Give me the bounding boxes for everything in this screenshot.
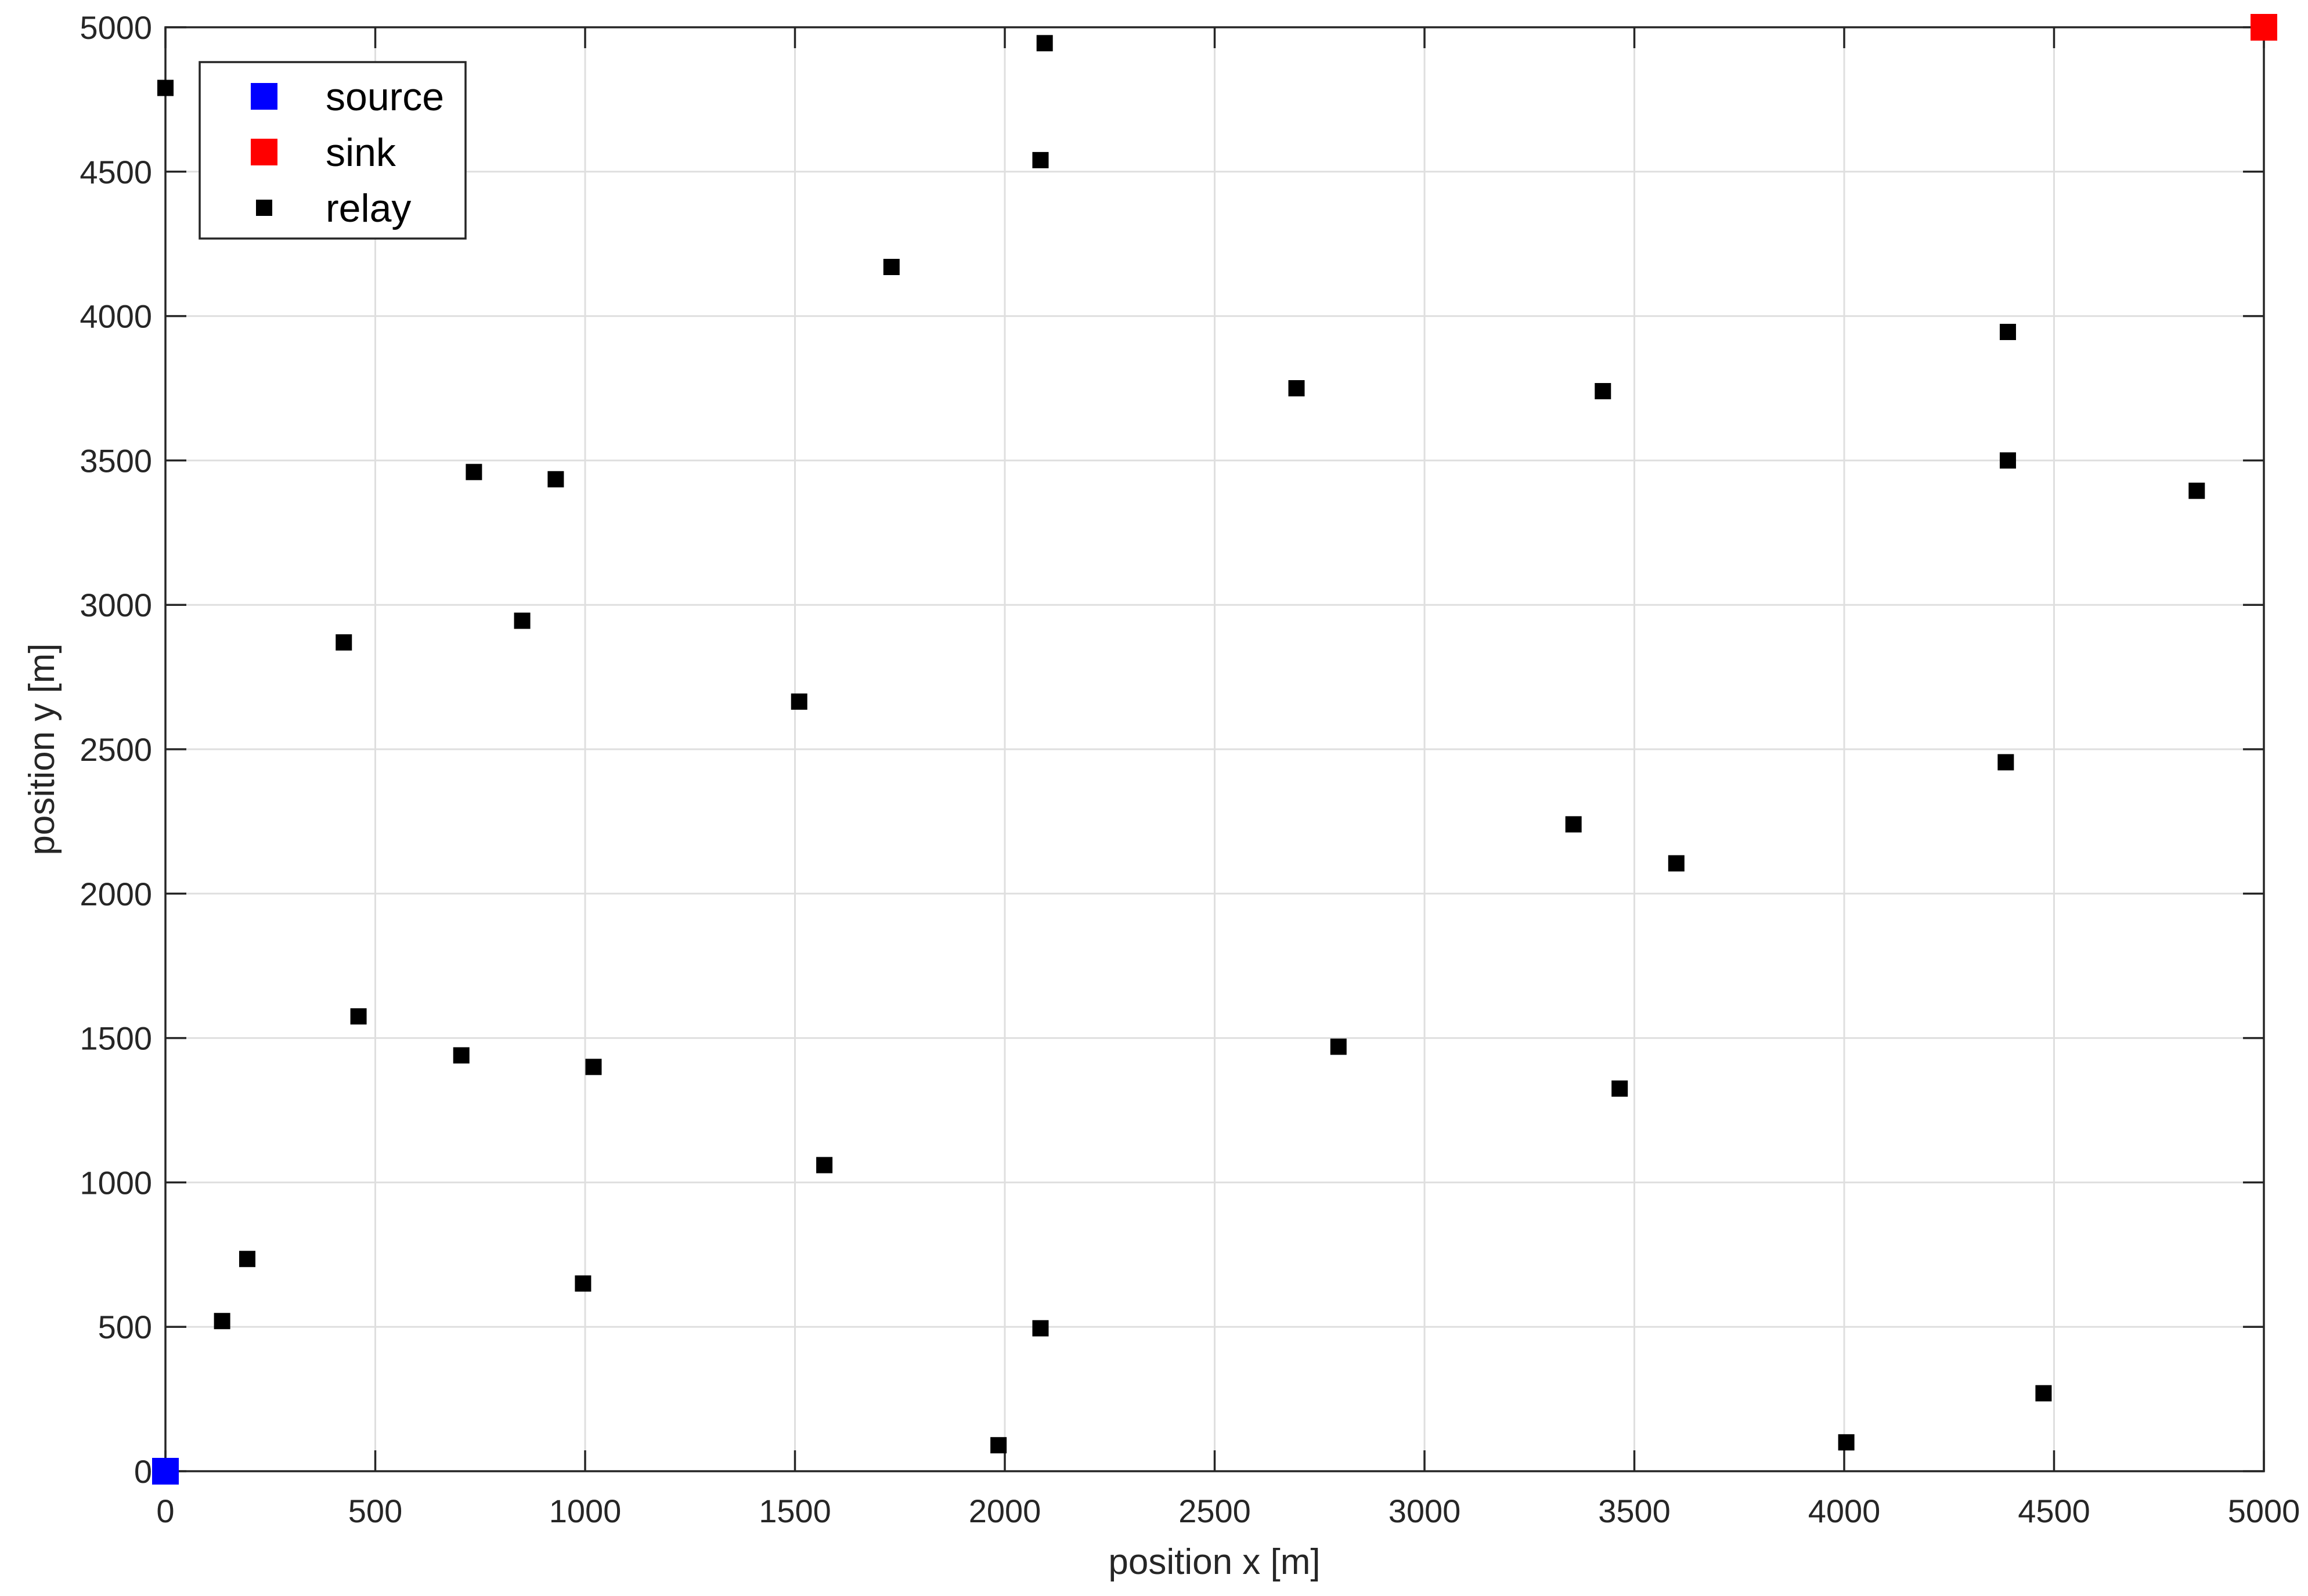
x-tick-label: 4500: [2018, 1493, 2090, 1529]
x-tick-label: 0: [156, 1493, 174, 1529]
relay-point: [1288, 380, 1305, 396]
grid-lines: [165, 27, 2264, 1471]
legend-label-sink: sink: [326, 131, 396, 175]
y-tick-label: 1000: [80, 1164, 152, 1201]
relay-point: [466, 464, 482, 481]
relay-point: [1330, 1038, 1347, 1055]
y-tick-label: 2000: [80, 876, 152, 912]
x-tick-label: 3500: [1598, 1493, 1671, 1529]
relay-point: [2188, 482, 2205, 499]
legend: source sink relay: [199, 61, 467, 240]
x-tick-label: 1500: [759, 1493, 831, 1529]
relay-point: [791, 693, 807, 710]
relay-point: [575, 1275, 592, 1292]
axes: 0 500 1000 1500 2000 2500 3000 3500 4000 4500 5000…: [80, 9, 2300, 1529]
relay-point: [239, 1251, 255, 1268]
x-tick-label: 2000: [969, 1493, 1041, 1529]
legend-box: [199, 61, 467, 240]
relay-point: [1999, 452, 2016, 469]
relay-point: [1036, 35, 1053, 52]
relay-point: [1032, 151, 1049, 168]
x-tick-label: 5000: [2228, 1493, 2300, 1529]
relay-point: [1999, 323, 2016, 340]
relay-point: [350, 1008, 367, 1025]
x-tick-label: 1000: [549, 1493, 622, 1529]
y-tick-label: 2500: [80, 731, 152, 768]
relay-point: [514, 612, 531, 629]
legend-label-source: source: [326, 75, 444, 119]
y-tick-label: 5000: [80, 9, 152, 46]
y-tick-label: 0: [134, 1453, 152, 1490]
y-tick-label: 500: [98, 1309, 152, 1345]
relay-point: [990, 1437, 1007, 1454]
relay-point: [816, 1157, 833, 1173]
source-point: [152, 1458, 179, 1485]
relay-point: [1032, 1320, 1049, 1337]
x-tick-label: 3000: [1389, 1493, 1461, 1529]
relay-point: [453, 1047, 470, 1064]
y-axis-label: position y [m]: [22, 643, 62, 855]
relay-point: [1838, 1434, 1855, 1451]
relay-point: [1565, 816, 1582, 833]
x-tick-label: 2500: [1178, 1493, 1251, 1529]
y-tick-label: 4000: [80, 298, 152, 335]
x-tick-label: 500: [348, 1493, 402, 1529]
relay-point: [336, 634, 352, 651]
y-tick-label: 1500: [80, 1020, 152, 1057]
y-tick-label: 3500: [80, 442, 152, 479]
relay-point: [2035, 1385, 2052, 1402]
relay-point: [547, 471, 564, 488]
data-points: [152, 14, 2277, 1485]
y-tick-label: 4500: [80, 154, 152, 190]
relay-point: [214, 1313, 230, 1330]
sink-point: [2251, 14, 2277, 41]
relay-point: [585, 1059, 602, 1075]
relay-point: [1997, 754, 2014, 771]
relay-point: [1611, 1080, 1628, 1097]
y-tick-label: 3000: [80, 587, 152, 623]
x-tick-label: 4000: [1808, 1493, 1881, 1529]
relay-point: [157, 80, 174, 96]
relay-point: [1595, 382, 1611, 399]
legend-marker-relay: [256, 200, 272, 216]
relay-point: [1668, 855, 1685, 872]
legend-label-relay: relay: [326, 186, 411, 230]
legend-marker-source: [251, 83, 277, 110]
relay-point: [883, 259, 900, 276]
legend-marker-sink: [251, 139, 277, 165]
x-axis-label: position x [m]: [1108, 1542, 1320, 1582]
